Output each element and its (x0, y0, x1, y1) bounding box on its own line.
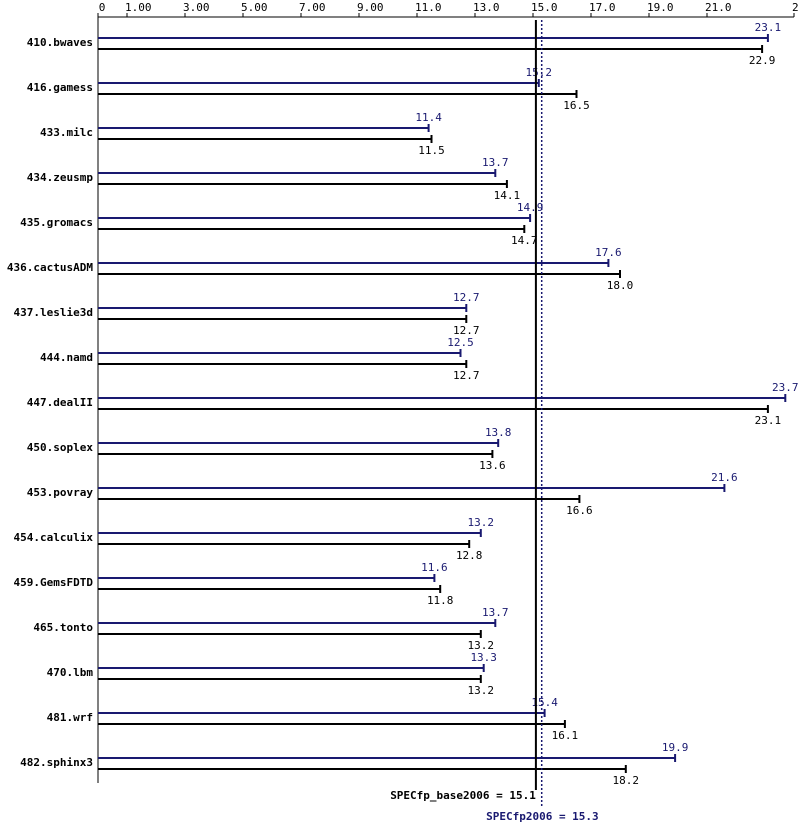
value-label: 16.1 (552, 729, 579, 742)
category-label: 481.wrf (47, 711, 93, 724)
value-label: 12.7 (453, 369, 480, 382)
value-label: 12.8 (456, 549, 483, 562)
category-label: 444.namd (40, 351, 93, 364)
reference-label: SPECfp_base2006 = 15.1 (390, 789, 536, 802)
value-label: 11.8 (427, 594, 454, 607)
value-label: 18.2 (613, 774, 640, 787)
value-label: 18.0 (607, 279, 634, 292)
category-label: 410.bwaves (27, 36, 93, 49)
value-label: 11.5 (418, 144, 445, 157)
value-label: 13.2 (468, 516, 495, 529)
x-tick-label: 1.00 (125, 1, 152, 14)
value-label: 13.7 (482, 156, 509, 169)
value-label: 16.5 (563, 99, 590, 112)
value-label: 15.2 (526, 66, 553, 79)
x-tick-label: 19.0 (647, 1, 674, 14)
x-tick-label: 7.00 (299, 1, 326, 14)
x-tick-label: 21.0 (705, 1, 732, 14)
category-label: 416.gamess (27, 81, 93, 94)
value-label: 14.9 (517, 201, 544, 214)
category-label: 435.gromacs (20, 216, 93, 229)
category-label: 450.soplex (27, 441, 94, 454)
category-label: 465.tonto (33, 621, 93, 634)
x-tick-label: 3.00 (183, 1, 210, 14)
category-label: 470.lbm (47, 666, 94, 679)
category-label: 433.milc (40, 126, 93, 139)
value-label: 11.6 (421, 561, 448, 574)
value-label: 21.6 (711, 471, 738, 484)
value-label: 14.1 (494, 189, 521, 202)
value-label: 13.2 (468, 684, 495, 697)
category-label: 447.dealII (27, 396, 93, 409)
x-tick-label: 13.0 (473, 1, 500, 14)
x-tick-label: 17.0 (589, 1, 616, 14)
category-label: 453.povray (27, 486, 94, 499)
value-label: 23.7 (772, 381, 799, 394)
value-label: 12.5 (447, 336, 474, 349)
category-label: 454.calculix (14, 531, 94, 544)
x-tick-label: 0 (99, 1, 106, 14)
category-label: 459.GemsFDTD (14, 576, 94, 589)
category-label: 436.cactusADM (7, 261, 93, 274)
value-label: 17.6 (595, 246, 622, 259)
value-label: 15.4 (531, 696, 558, 709)
value-label: 23.1 (755, 21, 782, 34)
x-tick-label: 11.0 (415, 1, 442, 14)
reference-label: SPECfp2006 = 15.3 (486, 810, 599, 823)
category-label: 437.leslie3d (14, 306, 93, 319)
x-tick-label: 9.00 (357, 1, 384, 14)
value-label: 13.8 (485, 426, 512, 439)
value-label: 16.6 (566, 504, 593, 517)
x-tick-label: 5.00 (241, 1, 268, 14)
value-label: 19.9 (662, 741, 689, 754)
category-label: 482.sphinx3 (20, 756, 93, 769)
value-label: 14.7 (511, 234, 538, 247)
value-label: 12.7 (453, 291, 480, 304)
category-label: 434.zeusmp (27, 171, 94, 184)
value-label: 13.6 (479, 459, 506, 472)
x-tick-label: 24.0 (792, 1, 799, 14)
x-tick-label: 15.0 (531, 1, 558, 14)
value-label: 23.1 (755, 414, 782, 427)
value-label: 13.7 (482, 606, 509, 619)
value-label: 13.2 (468, 639, 495, 652)
value-label: 13.3 (470, 651, 497, 664)
value-label: 22.9 (749, 54, 776, 67)
value-label: 12.7 (453, 324, 480, 337)
value-label: 11.4 (415, 111, 442, 124)
